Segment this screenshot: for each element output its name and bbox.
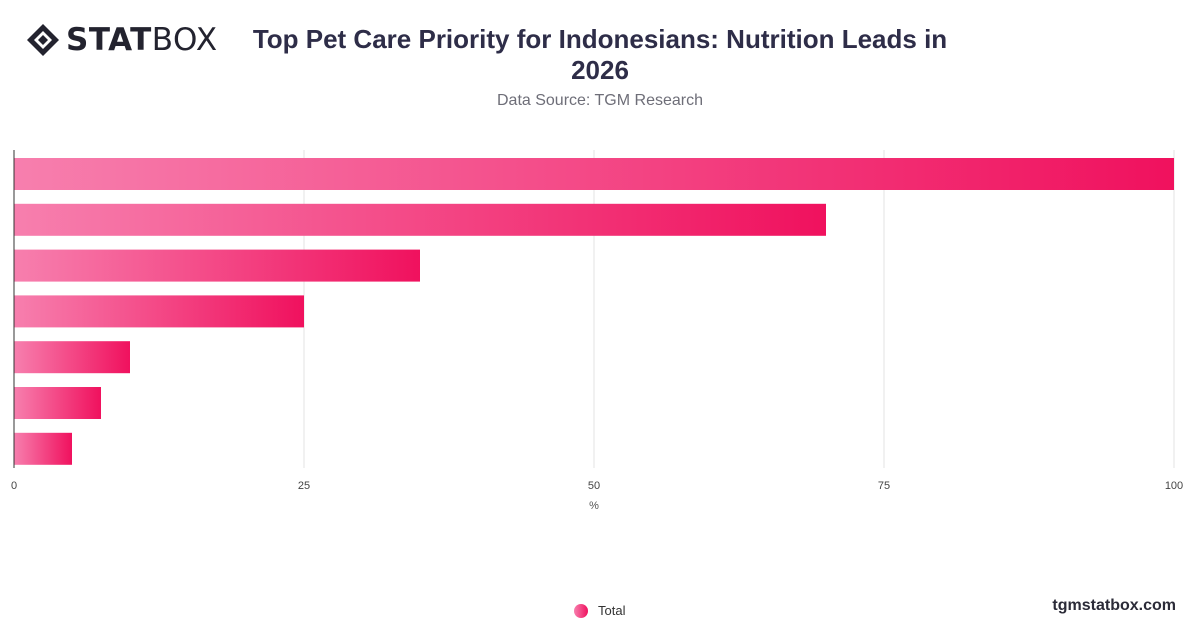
- bar-2[interactable]: [14, 203, 826, 236]
- statbox-logo: STATBOX: [26, 22, 218, 58]
- x-tick-label-25: 25: [298, 480, 310, 492]
- legend-label: Total: [598, 603, 626, 618]
- chart-title: Top Pet Care Priority for Indonesians: N…: [252, 24, 948, 85]
- chart-subtitle: Data Source: TGM Research: [496, 92, 703, 109]
- statbox-diamond-icon: [27, 24, 59, 56]
- logo-wordmark: STATBOX: [66, 21, 218, 58]
- x-tick-label-50: 50: [588, 480, 600, 492]
- legend-marker: [574, 603, 588, 618]
- x-tick-label-100: 100: [1165, 480, 1183, 492]
- bar-1[interactable]: [14, 158, 1174, 190]
- bar-7[interactable]: [14, 432, 72, 465]
- watermark: tgmstatbox.com: [1052, 597, 1176, 614]
- bar-6[interactable]: [14, 387, 101, 419]
- x-tick-label-75: 75: [878, 480, 890, 492]
- x-axis-label: %: [589, 500, 599, 512]
- legend-total[interactable]: Total: [574, 603, 625, 618]
- x-tick-label-0: 0: [11, 480, 17, 492]
- bar-4[interactable]: [14, 295, 304, 328]
- bar-5[interactable]: [14, 341, 130, 374]
- bar-3[interactable]: [14, 249, 420, 282]
